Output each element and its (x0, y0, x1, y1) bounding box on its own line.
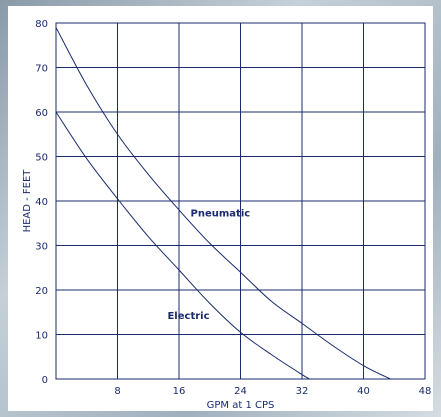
y-tick-label-30: 30 (35, 242, 48, 253)
tick-labels: 0 10 20 30 40 50 60 70 80 8 16 24 32 40 48 (35, 19, 431, 397)
x-tick-label-48: 48 (419, 386, 432, 397)
series-line-pneumatic (55, 27, 391, 380)
x-tick-label-16: 16 (173, 386, 186, 397)
series-lines (55, 27, 391, 380)
y-tick-label-40: 40 (35, 197, 48, 208)
y-tick-label-60: 60 (35, 108, 48, 119)
y-tick-label-80: 80 (35, 19, 48, 30)
y-tick-label-0: 0 (42, 375, 48, 386)
series-line-electric (55, 111, 310, 380)
y-tick-label-50: 50 (35, 153, 48, 164)
series-label-electric: Electric (167, 311, 209, 322)
y-axis-label: HEAD - FEET (22, 169, 33, 233)
y-tick-label-70: 70 (35, 64, 48, 75)
grid (55, 22, 426, 380)
chart-panel: 0 10 20 30 40 50 60 70 80 8 16 24 32 40 48 HEAD - FEET… (8, 6, 433, 411)
x-tick-label-24: 24 (234, 386, 247, 397)
x-tick-label-40: 40 (357, 386, 370, 397)
performance-chart: 0 10 20 30 40 50 60 70 80 8 16 24 32 40 48 HEAD - FEET… (22, 19, 431, 411)
y-tick-label-10: 10 (35, 331, 48, 342)
x-tick-label-8: 8 (114, 386, 120, 397)
series-label-pneumatic: Pneumatic (191, 209, 251, 220)
y-tick-label-20: 20 (35, 286, 48, 297)
x-tick-label-32: 32 (296, 386, 309, 397)
x-axis-label: GPM at 1 CPS (207, 400, 275, 411)
